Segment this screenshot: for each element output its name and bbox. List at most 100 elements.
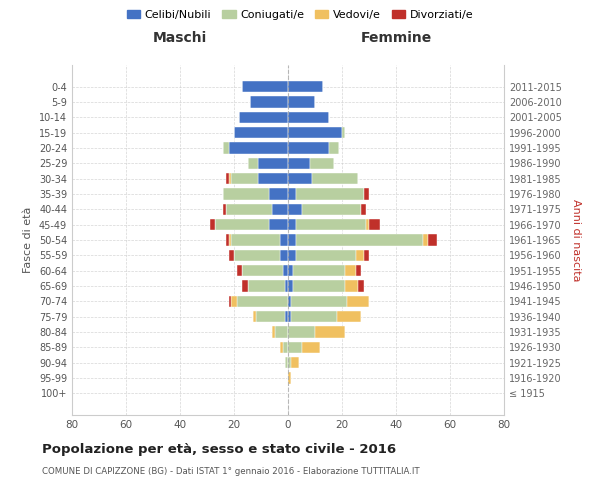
Bar bbox=[364, 250, 369, 261]
Bar bbox=[423, 234, 428, 246]
Bar bbox=[288, 158, 310, 169]
Bar bbox=[286, 311, 288, 322]
Bar bbox=[215, 219, 269, 230]
Bar bbox=[226, 234, 229, 246]
Bar bbox=[226, 204, 272, 215]
Bar bbox=[253, 311, 256, 322]
Bar bbox=[223, 204, 226, 215]
Text: COMUNE DI CAPIZZONE (BG) - Dati ISTAT 1° gennaio 2016 - Elaborazione TUTTITALIA.: COMUNE DI CAPIZZONE (BG) - Dati ISTAT 1°… bbox=[42, 468, 419, 476]
Bar bbox=[293, 280, 344, 292]
Bar bbox=[259, 158, 288, 169]
Text: Popolazione per età, sesso e stato civile - 2016: Popolazione per età, sesso e stato civil… bbox=[42, 442, 396, 456]
Bar bbox=[226, 173, 229, 184]
Bar bbox=[283, 265, 288, 276]
Bar bbox=[347, 296, 369, 307]
Bar bbox=[310, 158, 334, 169]
Bar bbox=[358, 280, 364, 292]
Bar bbox=[269, 188, 288, 200]
Bar bbox=[288, 311, 290, 322]
Bar bbox=[256, 311, 286, 322]
Bar bbox=[302, 342, 320, 353]
Bar bbox=[288, 357, 290, 368]
Bar bbox=[288, 372, 290, 384]
Bar bbox=[288, 142, 329, 154]
Bar bbox=[355, 250, 364, 261]
Bar bbox=[302, 204, 361, 215]
Bar bbox=[293, 265, 344, 276]
Bar bbox=[342, 127, 344, 138]
Bar bbox=[296, 219, 367, 230]
Bar bbox=[272, 204, 288, 215]
Bar bbox=[223, 188, 269, 200]
Bar bbox=[229, 296, 232, 307]
Text: Femmine: Femmine bbox=[361, 31, 431, 45]
Bar bbox=[288, 326, 315, 338]
Bar bbox=[229, 250, 234, 261]
Bar bbox=[369, 219, 380, 230]
Bar bbox=[288, 96, 315, 108]
Bar bbox=[250, 96, 288, 108]
Bar bbox=[290, 296, 347, 307]
Bar bbox=[286, 280, 288, 292]
Bar bbox=[210, 219, 215, 230]
Bar bbox=[275, 326, 288, 338]
Bar bbox=[288, 204, 302, 215]
Bar bbox=[355, 265, 361, 276]
Bar bbox=[236, 296, 288, 307]
Bar bbox=[269, 219, 288, 230]
Bar bbox=[337, 311, 361, 322]
Bar bbox=[280, 342, 283, 353]
Bar bbox=[361, 204, 366, 215]
Y-axis label: Fasce di età: Fasce di età bbox=[23, 207, 33, 273]
Bar bbox=[344, 265, 355, 276]
Y-axis label: Anni di nascita: Anni di nascita bbox=[571, 198, 581, 281]
Bar bbox=[236, 265, 242, 276]
Bar bbox=[231, 234, 280, 246]
Bar bbox=[286, 357, 288, 368]
Bar bbox=[288, 188, 296, 200]
Bar bbox=[259, 173, 288, 184]
Bar bbox=[242, 280, 248, 292]
Bar bbox=[288, 127, 342, 138]
Bar bbox=[239, 112, 288, 123]
Text: Maschi: Maschi bbox=[153, 31, 207, 45]
Bar bbox=[344, 280, 358, 292]
Bar bbox=[364, 188, 369, 200]
Bar bbox=[288, 81, 323, 92]
Bar bbox=[290, 311, 337, 322]
Bar bbox=[248, 158, 259, 169]
Bar bbox=[248, 280, 286, 292]
Bar bbox=[290, 357, 299, 368]
Bar bbox=[288, 250, 296, 261]
Bar bbox=[234, 250, 280, 261]
Bar bbox=[288, 112, 329, 123]
Bar bbox=[288, 234, 296, 246]
Bar bbox=[229, 173, 232, 184]
Bar bbox=[272, 326, 275, 338]
Bar bbox=[229, 234, 232, 246]
Bar bbox=[288, 219, 296, 230]
Bar bbox=[296, 250, 356, 261]
Bar bbox=[329, 142, 340, 154]
Bar bbox=[296, 188, 364, 200]
Bar bbox=[242, 81, 288, 92]
Bar bbox=[229, 142, 288, 154]
Bar bbox=[315, 326, 344, 338]
Bar bbox=[288, 173, 313, 184]
Bar bbox=[232, 173, 259, 184]
Bar bbox=[242, 265, 283, 276]
Bar bbox=[280, 234, 288, 246]
Bar bbox=[288, 342, 302, 353]
Bar bbox=[428, 234, 437, 246]
Bar bbox=[288, 280, 293, 292]
Bar bbox=[366, 219, 369, 230]
Bar bbox=[234, 127, 288, 138]
Bar bbox=[313, 173, 358, 184]
Bar bbox=[288, 265, 293, 276]
Bar bbox=[280, 250, 288, 261]
Bar bbox=[223, 142, 229, 154]
Legend: Celibi/Nubili, Coniugati/e, Vedovi/e, Divorziati/e: Celibi/Nubili, Coniugati/e, Vedovi/e, Di… bbox=[122, 6, 478, 25]
Bar bbox=[283, 342, 288, 353]
Bar bbox=[232, 296, 236, 307]
Bar bbox=[296, 234, 423, 246]
